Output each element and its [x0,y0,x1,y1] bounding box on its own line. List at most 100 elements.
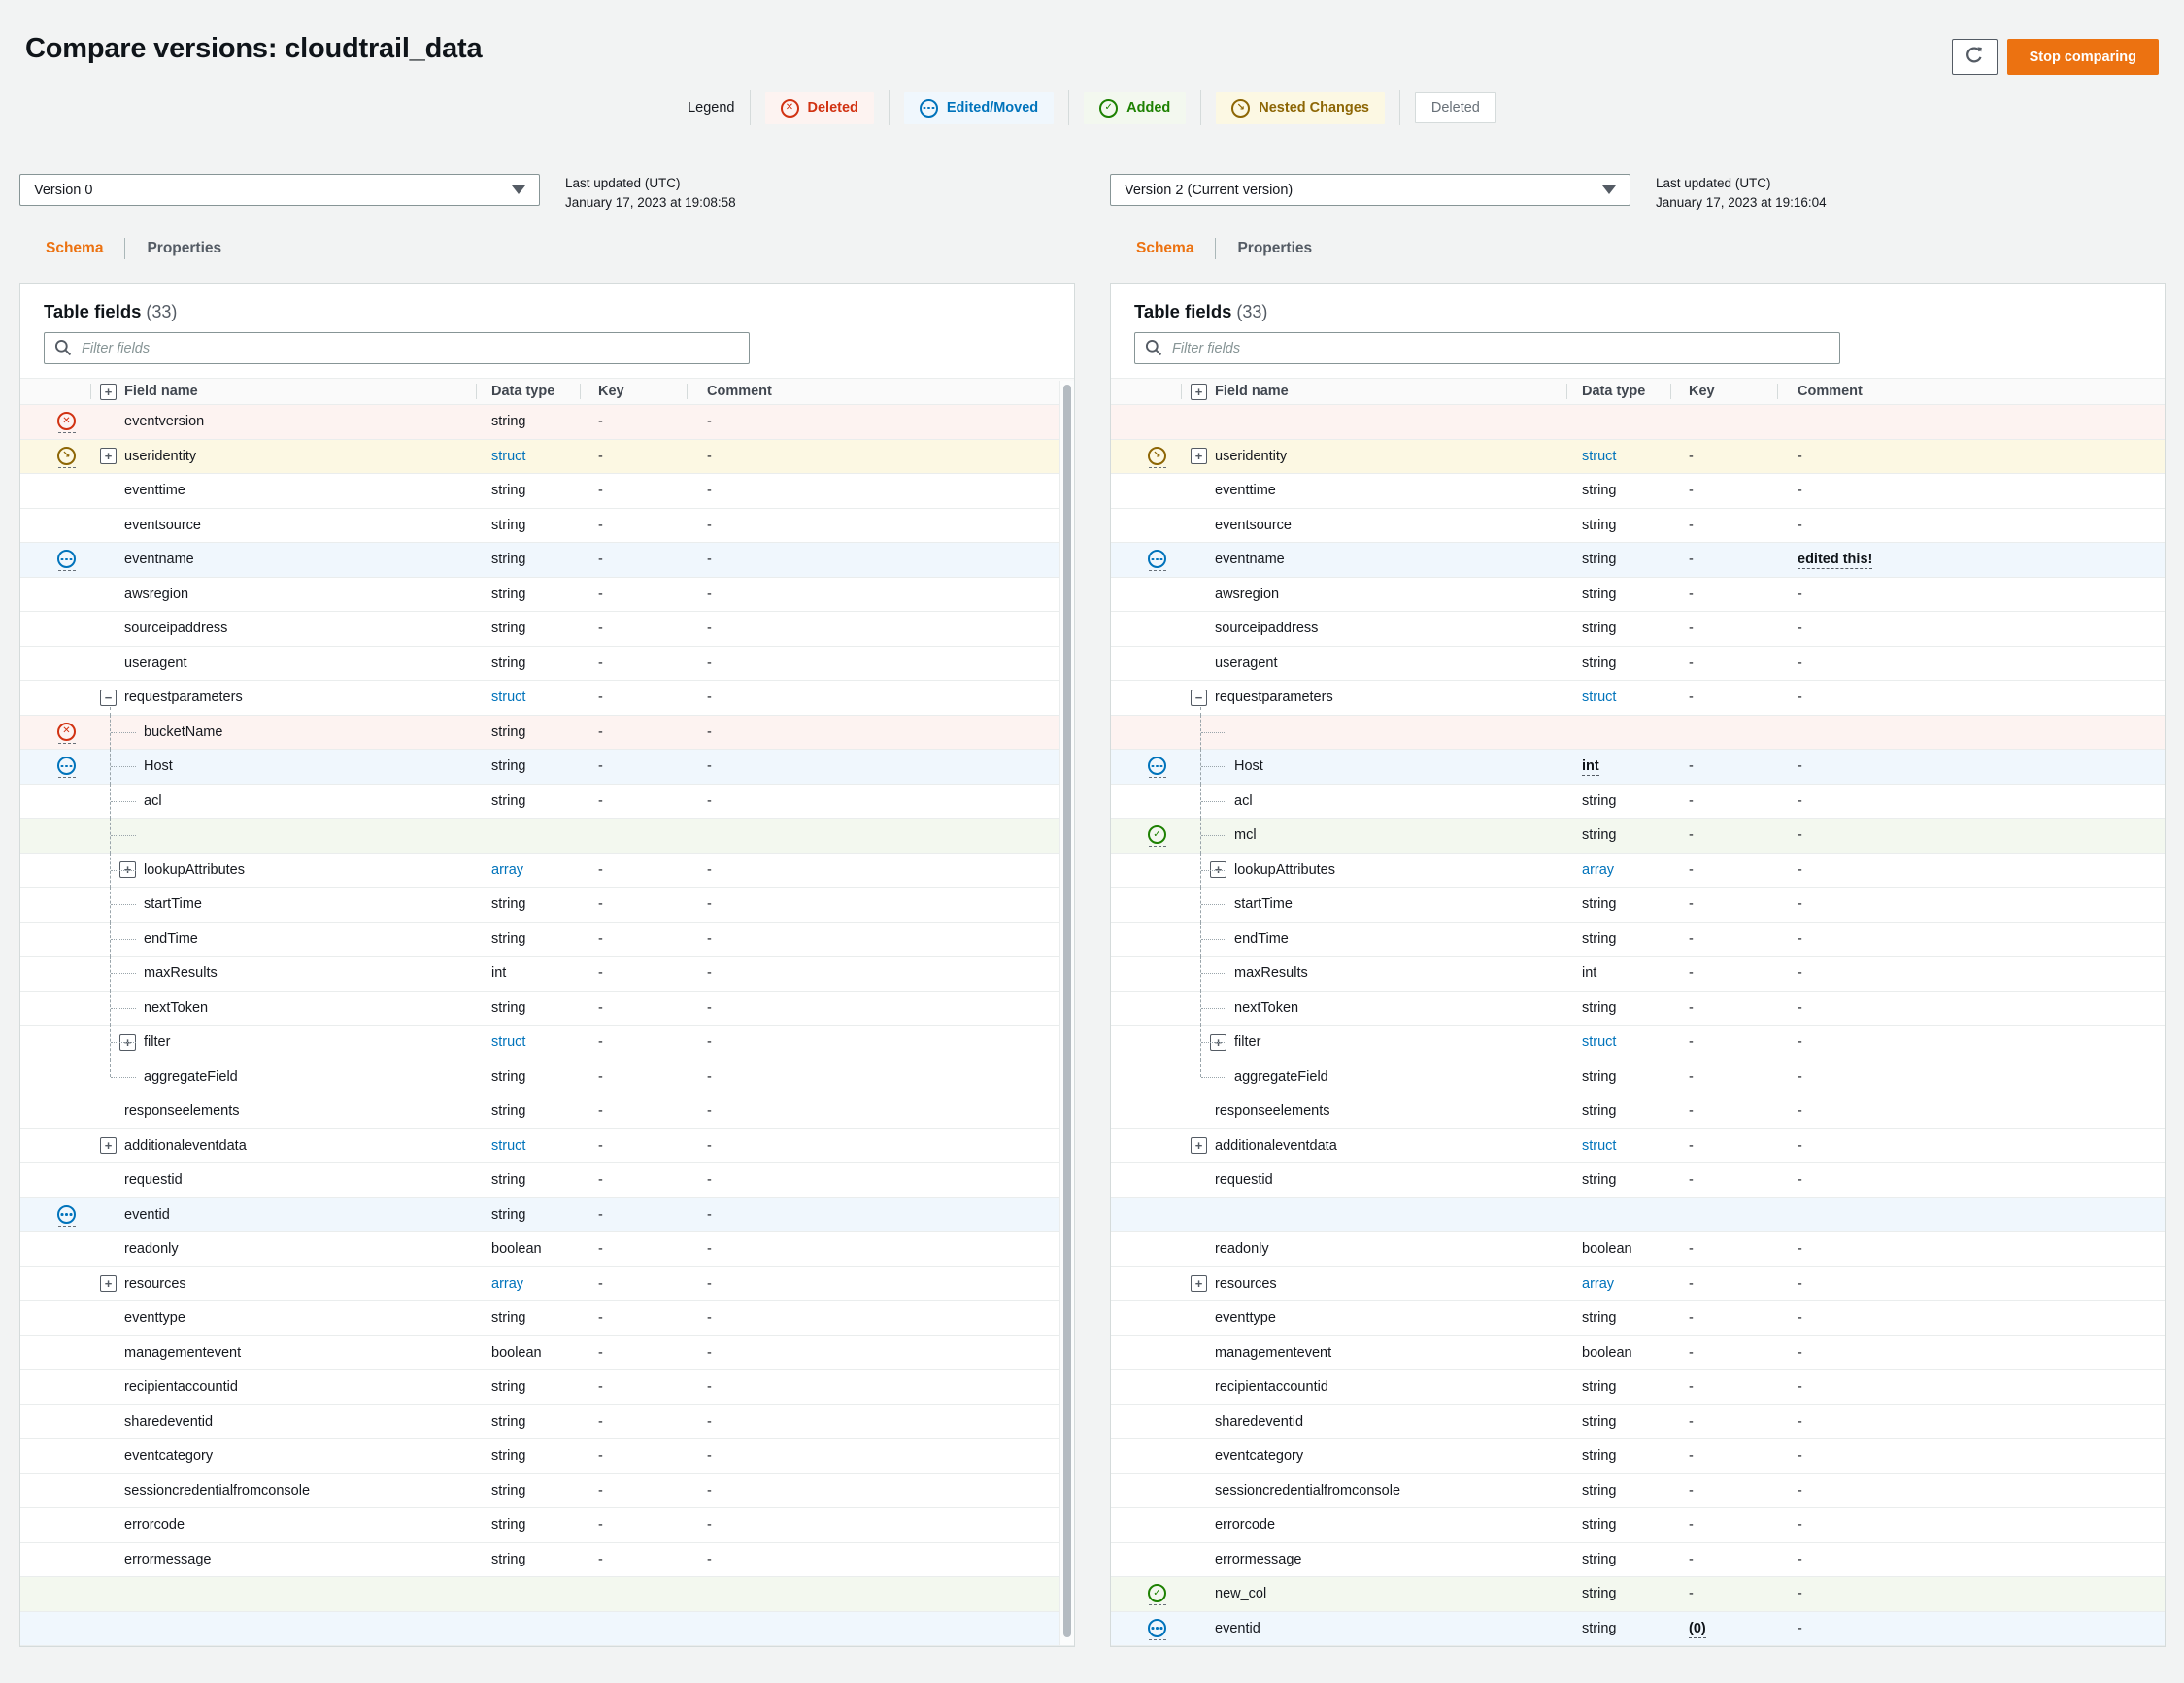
row-name-cell: + lookupAttributes [84,852,477,889]
row-type-cell: string [1567,931,1671,947]
row-status-cell [1111,1094,1175,1128]
field-name: sourceipaddress [124,621,228,637]
table-body: ↘ + useridentity struct - - eventtime string - - e… [1111,405,2165,1647]
expand-toggle[interactable]: + [1191,448,1207,465]
row-name-cell: aggregateField [84,1059,477,1094]
filter-fields-input[interactable] [1134,332,1840,365]
row-key-cell: - [581,1241,688,1257]
comment-value: - [1798,621,1802,637]
tab-properties[interactable]: Properties [147,240,222,257]
row-type-cell: string [477,587,581,602]
data-type-text: string [1582,552,1617,568]
tab-schema[interactable]: Schema [46,240,104,257]
comment-value: - [707,552,712,568]
expand-toggle[interactable]: + [100,448,117,465]
data-type-link[interactable]: struct [1582,690,1617,706]
filter-container [44,332,750,365]
data-type-link[interactable]: struct [1582,448,1617,464]
field-name: eventname [1215,552,1285,568]
data-type-link[interactable]: struct [1582,1034,1617,1051]
data-type-link[interactable]: array [1582,861,1615,878]
row-comment-cell: - [688,1414,1074,1430]
table-row: + resources array - - [1111,1266,2165,1302]
scrollbar-thumb[interactable] [1063,385,1071,1638]
row-name-cell: eventtime [1175,474,1567,508]
row-name-cell: + useridentity [1175,440,1567,474]
vertical-scrollbar[interactable] [1059,381,1074,1646]
data-type-link[interactable]: struct [1582,1137,1617,1154]
tab-properties[interactable]: Properties [1237,240,1313,257]
key-value: - [1689,1137,1694,1154]
row-type-cell: string [1567,1310,1671,1326]
expand-toggle[interactable]: + [1191,1137,1207,1155]
field-name: awsregion [1215,586,1280,602]
comment-value: - [707,965,712,982]
data-type-text: boolean [491,1344,542,1361]
row-key-cell: - [1671,1414,1778,1430]
collapse-toggle[interactable]: − [100,689,117,706]
field-name: maxResults [144,965,218,982]
header-actions: Stop comparing [1951,39,2159,75]
collapse-toggle[interactable]: − [1191,689,1207,706]
table-row: awsregion string - - [1111,577,2165,613]
refresh-button[interactable] [1951,39,1998,75]
key-value: - [598,517,603,533]
data-type-text: string [491,1379,526,1396]
table-row: Host string - - [20,749,1074,785]
row-name-cell: eventversion [84,405,477,439]
legend-label: Legend [688,100,735,116]
data-type-link[interactable]: struct [491,448,526,464]
stop-comparing-button[interactable]: Stop comparing [2006,39,2159,75]
data-type-text: string [1582,1448,1617,1464]
row-key-cell: - [581,931,688,947]
tab-schema[interactable]: Schema [1136,240,1194,257]
data-type-link[interactable]: struct [491,1137,526,1154]
data-type-link[interactable]: array [491,1275,524,1292]
added-glyph: ✓ [1099,98,1119,118]
key-value: - [1689,758,1694,775]
row-type-cell: string [1567,827,1671,843]
key-value: - [598,965,603,982]
deleted-status-icon: ✕ [57,722,76,744]
data-type-link[interactable]: array [1582,1275,1615,1292]
expand-all-toggle[interactable]: + [1191,383,1207,400]
row-key-cell: - [581,621,688,636]
row-type-cell: string [477,724,581,740]
tabs: Schema Properties [1110,238,2166,260]
data-type-link[interactable]: struct [491,690,526,706]
data-type-link[interactable]: array [491,861,524,878]
row-key-cell: - [581,552,688,567]
data-type-link[interactable]: struct [491,1034,526,1051]
row-name-cell: + lookupAttributes [1175,852,1567,889]
comment-value: - [1798,758,1802,775]
field-name: errorcode [124,1517,185,1533]
expand-toggle[interactable]: + [100,1275,117,1293]
row-type-cell: string [1567,1517,1671,1532]
row-key-cell: - [581,1345,688,1361]
column-divider [1670,384,1671,400]
data-type-text: string [1582,999,1617,1016]
row-comment-cell: - [1778,1138,2165,1154]
table-row: readonly boolean - - [1111,1232,2165,1267]
row-name-cell: eventname [84,543,477,577]
row-name-cell: sessioncredentialfromconsole [1175,1474,1567,1508]
filter-fields-input[interactable] [44,332,750,365]
field-name: useragent [124,655,187,671]
expand-all-toggle[interactable]: + [100,383,117,400]
field-name: lookupAttributes [1234,861,1335,878]
row-key-cell: - [1671,1379,1778,1395]
field-name: eventtime [1215,483,1276,499]
row-name-cell: + resources [84,1267,477,1301]
data-type-text: string [491,414,526,430]
field-name: readonly [124,1241,179,1258]
row-comment-cell: - [688,931,1074,947]
key-value: - [598,1172,603,1189]
expand-toggle[interactable]: + [1191,1275,1207,1293]
row-comment-cell: - [688,1000,1074,1016]
version-select[interactable]: Version 2 (Current version) [1110,174,1630,206]
version-select[interactable]: Version 0 [19,174,540,206]
expand-toggle[interactable]: + [100,1137,117,1155]
row-comment-cell: - [1778,896,2165,912]
tree-connector [1191,749,1226,785]
edited-glyph [1148,1618,1166,1637]
